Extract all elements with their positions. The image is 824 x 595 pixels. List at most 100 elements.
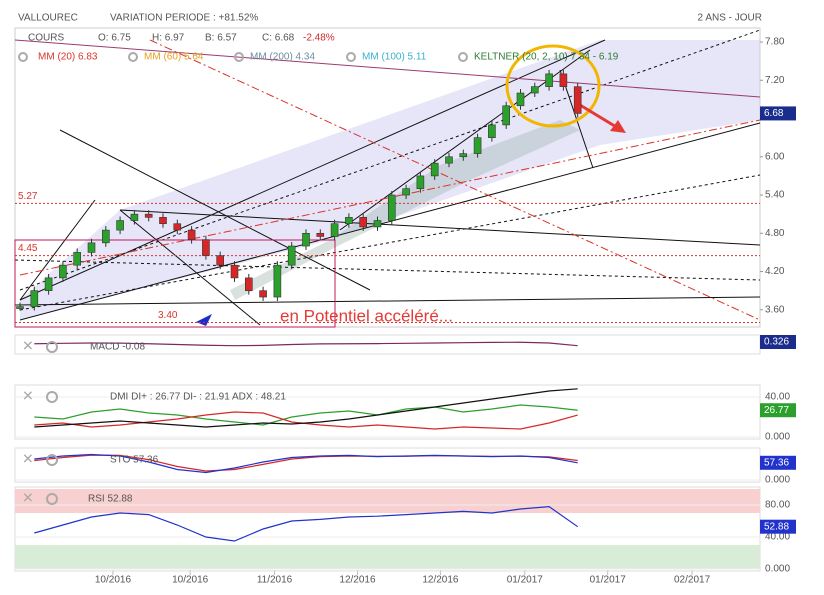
- candle: [216, 255, 224, 266]
- level-label: 3.40: [158, 310, 178, 321]
- icon-gear[interactable]: [46, 341, 58, 353]
- main-panel: [14, 27, 761, 328]
- price-label: 6.68: [764, 108, 784, 119]
- icon-close[interactable]: ✕: [22, 490, 34, 506]
- gear-icon: [234, 52, 244, 62]
- indicator-legend: MM (60) 5.64: [144, 52, 204, 63]
- y-tick-label: 0.000: [765, 564, 790, 575]
- candle: [430, 162, 439, 177]
- indicator-title: MACD -0.08: [90, 342, 145, 353]
- candle: [230, 264, 239, 279]
- dash-line: [19, 119, 761, 276]
- x-tick-label: 01/2017: [507, 575, 544, 586]
- candle: [59, 264, 67, 279]
- indicator-title: RSI 52.88: [88, 494, 133, 505]
- indicator-line: [34, 388, 578, 428]
- candle: [316, 232, 325, 237]
- indicator-legend: MM (200) 4.34: [250, 52, 315, 63]
- x-tick-label: 01/2017: [590, 575, 627, 586]
- candle: [488, 124, 496, 138]
- candle: [87, 242, 96, 253]
- y-tick-label: 40.00: [765, 392, 790, 403]
- y-tick-label: 4.80: [765, 228, 785, 239]
- candle: [402, 188, 410, 196]
- candle: [387, 194, 396, 221]
- x-tick-label: 02/2017: [674, 575, 711, 586]
- variation: VARIATION PERIODE : +81.52%: [110, 13, 258, 24]
- quote-item: COURS: [28, 33, 64, 44]
- candle: [416, 175, 425, 189]
- indicator-legend: MM (20) 6.83: [38, 52, 98, 63]
- candle: [373, 220, 382, 228]
- quote-item: O: 6.75: [98, 33, 131, 44]
- icon-gear[interactable]: [46, 454, 58, 466]
- value-box: [760, 335, 796, 349]
- y-tick-label: 7.20: [765, 75, 785, 86]
- icon-gear[interactable]: [46, 391, 58, 403]
- candle: [287, 245, 296, 266]
- value-box: [760, 455, 796, 470]
- indicator-legend: MM (100) 5.11: [362, 52, 427, 63]
- quote-item: H: 6.97: [152, 33, 185, 44]
- candle: [202, 239, 210, 256]
- y-tick-label: 40.00: [765, 532, 790, 543]
- mm-line: [14, 39, 761, 98]
- candle: [144, 213, 153, 218]
- candle: [445, 156, 453, 164]
- zone-box: [14, 239, 336, 328]
- x-tick-label: 10/2016: [172, 575, 209, 586]
- quote-item: C: 6.68: [262, 33, 295, 44]
- channel-lines: [14, 29, 761, 311]
- y-tick-label: 7.80: [765, 37, 785, 48]
- candle: [259, 290, 267, 298]
- indicator-line: [34, 404, 578, 426]
- value-box: [760, 519, 796, 534]
- candle: [102, 229, 110, 244]
- candle: [516, 92, 525, 107]
- annotation: en Potentiel accéléré...: [280, 306, 453, 325]
- arrow-head: [610, 120, 626, 133]
- candle: [502, 105, 510, 126]
- x-tick-label: 12/2016: [422, 575, 459, 586]
- y-tick-label: 0.000: [765, 432, 790, 443]
- change: -2.48%: [303, 33, 335, 44]
- indicator-title: DMI DI+ : 26.77 DI- : 21.91 ADX : 48.21: [110, 392, 286, 403]
- candle: [130, 213, 139, 221]
- period: 2 ANS - JOUR: [698, 13, 762, 24]
- value-box: [760, 403, 796, 418]
- candle: [116, 220, 124, 231]
- value-label: 57.36: [764, 457, 789, 468]
- icon-close[interactable]: ✕: [22, 451, 34, 467]
- x-tick-label: 11/2016: [257, 575, 293, 586]
- icon-close[interactable]: ✕: [22, 388, 34, 404]
- x-tick-label: 12/2016: [339, 575, 376, 586]
- title: VALLOUREC: [18, 13, 78, 24]
- indicator-legend: KELTNER (20, 2, 10) 7.34 - 6.19: [474, 52, 619, 63]
- candle: [16, 306, 24, 309]
- y-tick-label: 80.00: [765, 500, 790, 511]
- candle: [273, 264, 282, 298]
- y-tick-label: 0.000: [765, 475, 790, 486]
- candle: [473, 137, 482, 154]
- candle: [159, 217, 167, 225]
- icon-close[interactable]: ✕: [22, 338, 34, 354]
- y-tick-label: 4.20: [765, 266, 785, 277]
- candle: [530, 86, 539, 94]
- candle: [173, 223, 182, 231]
- icon-gear[interactable]: [46, 493, 58, 505]
- value-label: 52.88: [764, 521, 789, 532]
- candle: [244, 277, 253, 291]
- oversold-zone: [15, 545, 760, 569]
- candle: [573, 86, 582, 114]
- indicator-title: STO 57.36: [110, 455, 159, 466]
- gear-icon: [128, 52, 138, 62]
- candle: [44, 277, 53, 291]
- gear-icon: [18, 52, 28, 62]
- candle: [545, 73, 553, 87]
- candle: [330, 223, 339, 237]
- quote-item: B: 6.57: [205, 33, 237, 44]
- y-tick-label: 6.00: [765, 151, 785, 162]
- gear-icon: [458, 52, 468, 62]
